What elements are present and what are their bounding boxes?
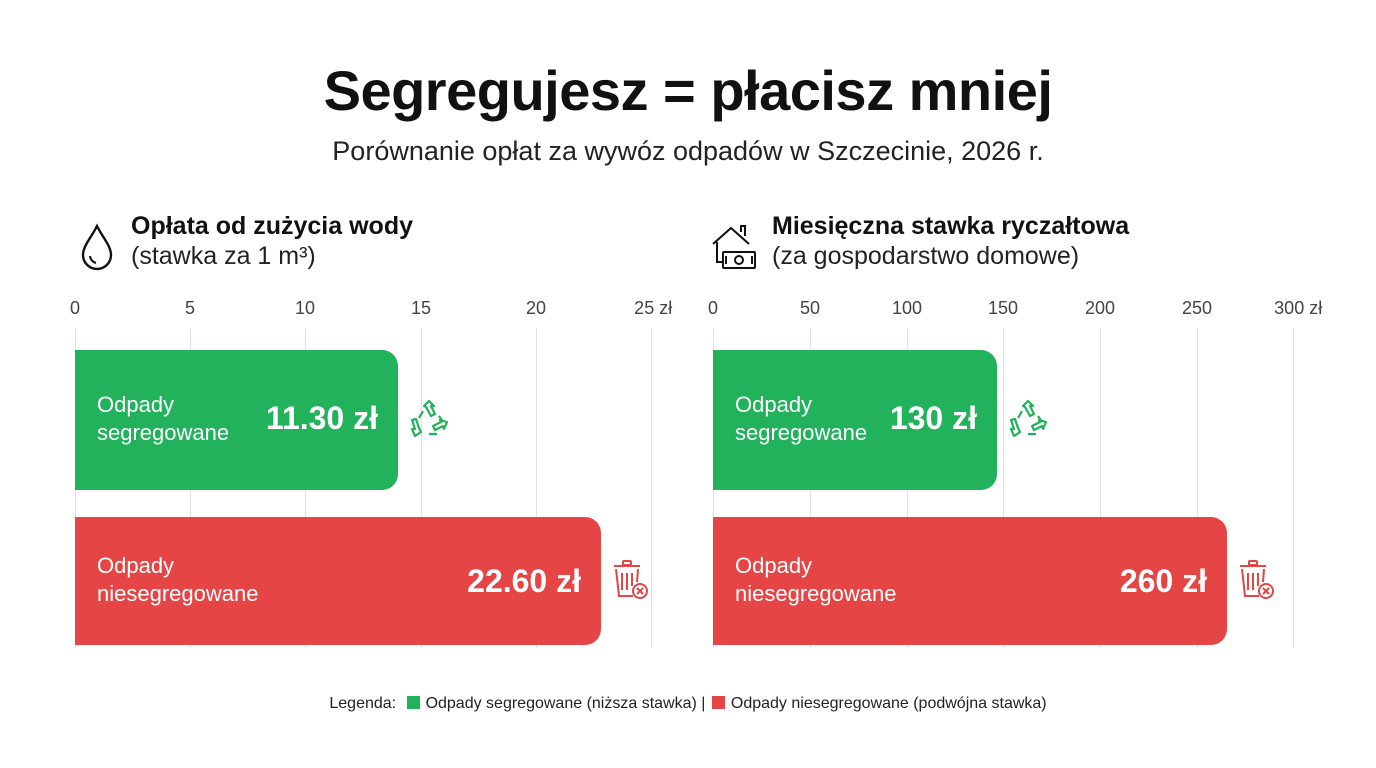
- bar-label: segregowane: [97, 420, 230, 445]
- gridline: [1003, 328, 1004, 648]
- tick: 10: [294, 298, 316, 318]
- trash-x-icon: [1240, 560, 1274, 599]
- bar-label: Odpady: [97, 553, 175, 578]
- bar-value: 130 zł: [889, 400, 977, 436]
- bar-unsegregated: Odpady niesegregowane 22.60 zł: [75, 517, 601, 645]
- gridline: [1293, 328, 1294, 648]
- tick: 50: [799, 298, 821, 318]
- gridline: [536, 328, 537, 648]
- bar-label: niesegregowane: [97, 581, 259, 606]
- bar-segregated: Odpady segregowane 130 zł: [713, 350, 997, 490]
- bar-label: segregowane: [735, 420, 868, 445]
- tick: 25 zł: [634, 298, 673, 318]
- trash-x-icon: [614, 560, 648, 599]
- page-subtitle: Porównanie opłat za wywóz odpadów w Szcz…: [332, 136, 1044, 166]
- recycle-icon: [410, 399, 449, 438]
- tick: 200: [1084, 298, 1116, 318]
- legend-prefix: Legenda:: [329, 695, 397, 712]
- page-title: Segregujesz = płacisz mniej: [323, 59, 1053, 122]
- legend-swatch-green: [406, 696, 420, 709]
- tick: 250: [1181, 298, 1213, 318]
- bar-label: Odpady: [735, 392, 813, 417]
- legend-item-unsegregated: Odpady niesegregowane (podwójna stawka): [730, 695, 1047, 712]
- recycle-icon: [1009, 399, 1048, 438]
- house-money-icon: [712, 225, 756, 269]
- gridline: [421, 328, 422, 648]
- legend: Legenda: Odpady segregowane (niższa staw…: [0, 695, 1376, 713]
- gridline: [1197, 328, 1198, 648]
- x-axis: 0 5 10 15 20 25 zł Odpady segregowane 11…: [70, 298, 675, 648]
- panel-subtitle: (za gospodarstwo domowe): [772, 242, 1080, 270]
- tick: 0: [70, 298, 81, 318]
- bar-value: 22.60 zł: [467, 563, 581, 599]
- bar-value: 260 zł: [1119, 563, 1207, 599]
- bar-label: Odpady: [97, 392, 175, 417]
- bar-segregated: Odpady segregowane 11.30 zł: [75, 350, 398, 490]
- gridline: [651, 328, 652, 648]
- bar-unsegregated: Odpady niesegregowane 260 zł: [713, 517, 1227, 645]
- tick: 20: [525, 298, 547, 318]
- gridline: [1100, 328, 1101, 648]
- legend-separator: |: [701, 695, 706, 712]
- tick: 5: [184, 298, 196, 318]
- x-axis: 0 50 100 150 200 250 300 zł Odpady segre…: [708, 298, 1323, 648]
- tick: 150: [987, 298, 1019, 318]
- water-drop-icon: [81, 223, 113, 271]
- bar-value: 11.30 zł: [265, 400, 378, 436]
- panel-title: Opłata od zużycia wody: [131, 212, 413, 240]
- legend-swatch-red: [711, 696, 725, 709]
- tick: 300 zł: [1274, 298, 1323, 318]
- tick: 0: [708, 298, 719, 318]
- bar-label: Odpady: [735, 553, 813, 578]
- tick: 15: [410, 298, 432, 318]
- legend-item-segregated: Odpady segregowane (niższa stawka): [425, 695, 697, 712]
- bar-label: niesegregowane: [735, 581, 897, 606]
- panel-title: Miesięczna stawka ryczałtowa: [772, 212, 1130, 240]
- tick: 100: [891, 298, 923, 318]
- panel-subtitle: (stawka za 1 m³): [131, 242, 316, 270]
